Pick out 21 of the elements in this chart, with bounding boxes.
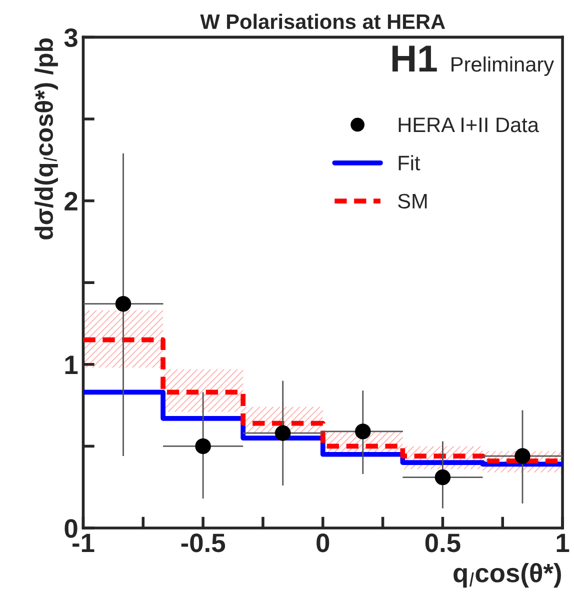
y-axis-title: dσ/d(q$_{l}$cosθ*) /pb xyxy=(34,38,58,240)
x-tick-label: 0.5 xyxy=(425,534,460,552)
annotation: Preliminary xyxy=(452,56,554,76)
y-tick-label: 3 xyxy=(64,28,78,48)
point xyxy=(115,296,132,312)
annotation: H1 xyxy=(392,46,437,72)
x-tick-label: 1 xyxy=(556,534,570,552)
x-axis-title: q$_{l}$cos(θ*) xyxy=(454,563,561,588)
point xyxy=(195,438,211,454)
point xyxy=(434,469,451,486)
point xyxy=(355,424,371,440)
x-tick-label: 0 xyxy=(316,534,330,552)
point xyxy=(274,425,291,441)
y-tick-label: 1 xyxy=(65,356,78,374)
legend-label: SM xyxy=(398,194,427,209)
legend-label: HERA I+II Data xyxy=(398,118,539,132)
x-tick-label: -0.5 xyxy=(181,534,226,552)
point xyxy=(514,448,530,464)
chart-title: W Polarisations at HERA xyxy=(200,14,446,30)
y-tick-label: 2 xyxy=(64,192,78,210)
legend-label: Fit xyxy=(398,155,420,170)
